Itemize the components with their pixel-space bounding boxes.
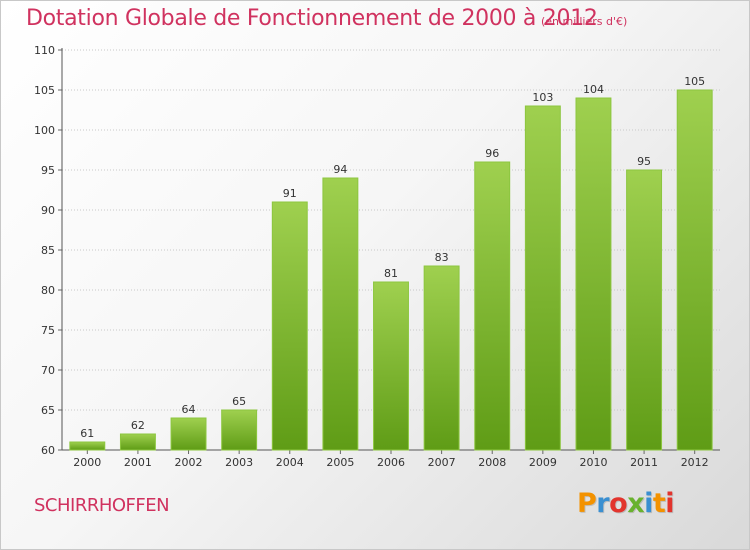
y-tick-label: 70 [41,364,55,377]
data-label: 81 [384,267,398,280]
x-tick-label: 2012 [681,456,709,469]
x-tick-label: 2007 [428,456,456,469]
bar-2007 [423,265,460,451]
bar-2006 [373,281,409,451]
y-tick-label: 75 [41,324,55,337]
chart-unit-note: (en milliers d'€) [541,15,628,28]
logo-letter: r [596,488,610,519]
chart-title: Dotation Globale de Fonctionnement de 20… [26,6,598,31]
y-tick-label: 85 [41,244,55,257]
x-tick-label: 2010 [579,456,607,469]
bar-2000 [69,441,106,451]
data-label: 94 [333,163,347,176]
x-tick-label: 2006 [377,456,405,469]
x-tick-label: 2011 [630,456,658,469]
labels: 60 65 70 75 80 85 90 95 100 105 110 61 2000 62 2001 64 2… [34,44,709,469]
y-tick-label: 100 [34,124,55,137]
y-tick-label: 95 [41,164,55,177]
data-label: 91 [283,187,297,200]
x-tick-label: 2005 [326,456,354,469]
x-tick-label: 2000 [73,456,101,469]
logo-letter: P [577,488,597,519]
data-label: 96 [485,147,499,160]
bar-2009 [524,105,561,451]
y-tick-label: 110 [34,44,55,57]
y-tick-label: 80 [41,284,55,297]
data-label: 64 [182,403,196,416]
data-label: 61 [80,427,94,440]
bar-2002 [170,417,207,451]
data-label: 95 [637,155,651,168]
bar-2012 [676,89,713,451]
x-tick-label: 2004 [276,456,304,469]
x-tick-label: 2002 [175,456,203,469]
y-tick-label: 90 [41,204,55,217]
bar-2004 [271,201,308,451]
data-label: 65 [232,395,246,408]
bar-2001 [119,433,156,451]
y-tick-label: 65 [41,404,55,417]
data-label: 62 [131,419,145,432]
bar-2003 [221,409,258,451]
x-tick-label: 2003 [225,456,253,469]
y-tick-label: 60 [41,444,55,457]
bar-2005 [322,177,359,451]
data-label: 104 [583,83,604,96]
y-tick-label: 105 [34,84,55,97]
x-tick-label: 2001 [124,456,152,469]
logo-letter: x [627,488,645,519]
logo-letter: i [665,488,675,519]
data-label: 105 [684,75,705,88]
x-tick-label: 2008 [478,456,506,469]
bar-2011 [626,169,663,451]
bars [69,89,713,451]
bar-2008 [474,161,511,451]
commune-name: SCHIRRHOFFEN [34,495,170,516]
logo-letter: o [609,488,628,519]
bar-2010 [575,97,612,451]
data-label: 83 [435,251,449,264]
logo-letter: i [644,488,653,519]
x-tick-label: 2009 [529,456,557,469]
data-label: 103 [532,91,553,104]
logo-letter: t [652,488,666,519]
